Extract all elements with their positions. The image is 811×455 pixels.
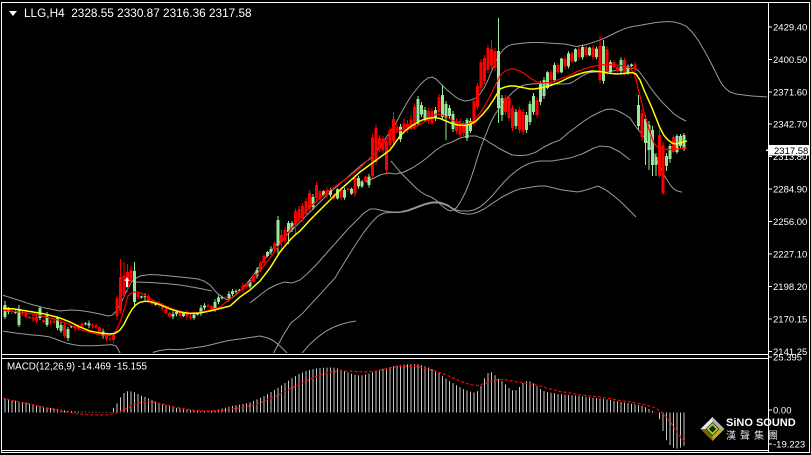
- svg-text:漢聲集團: 漢聲集團: [726, 429, 782, 442]
- svg-text:2198.20: 2198.20: [773, 282, 807, 293]
- svg-text:0.00: 0.00: [773, 406, 792, 417]
- svg-text:2429.40: 2429.40: [773, 23, 807, 34]
- svg-text:2256.00: 2256.00: [773, 217, 807, 228]
- svg-text:2141.25: 2141.25: [773, 347, 807, 358]
- svg-text:25.395: 25.395: [773, 353, 802, 364]
- svg-text:2313.80: 2313.80: [773, 152, 807, 163]
- svg-text:2170.15: 2170.15: [773, 315, 807, 326]
- svg-text:2317.58: 2317.58: [774, 146, 808, 157]
- svg-text:LLG,H4 2328.55 2330.87 2316.3: LLG,H4 2328.55 2330.87 2316.36 2317.58: [24, 6, 252, 20]
- svg-text:2284.90: 2284.90: [773, 185, 807, 196]
- svg-text:SiNO SOUND: SiNO SOUND: [726, 417, 796, 429]
- svg-text:MACD(12,26,9) -14.469 -15.155: MACD(12,26,9) -14.469 -15.155: [7, 362, 148, 373]
- svg-text:2227.10: 2227.10: [773, 250, 807, 261]
- svg-text:-19.223: -19.223: [773, 440, 805, 451]
- svg-text:2371.60: 2371.60: [773, 88, 807, 99]
- svg-text:2342.70: 2342.70: [773, 120, 807, 131]
- svg-text:2400.50: 2400.50: [773, 55, 807, 66]
